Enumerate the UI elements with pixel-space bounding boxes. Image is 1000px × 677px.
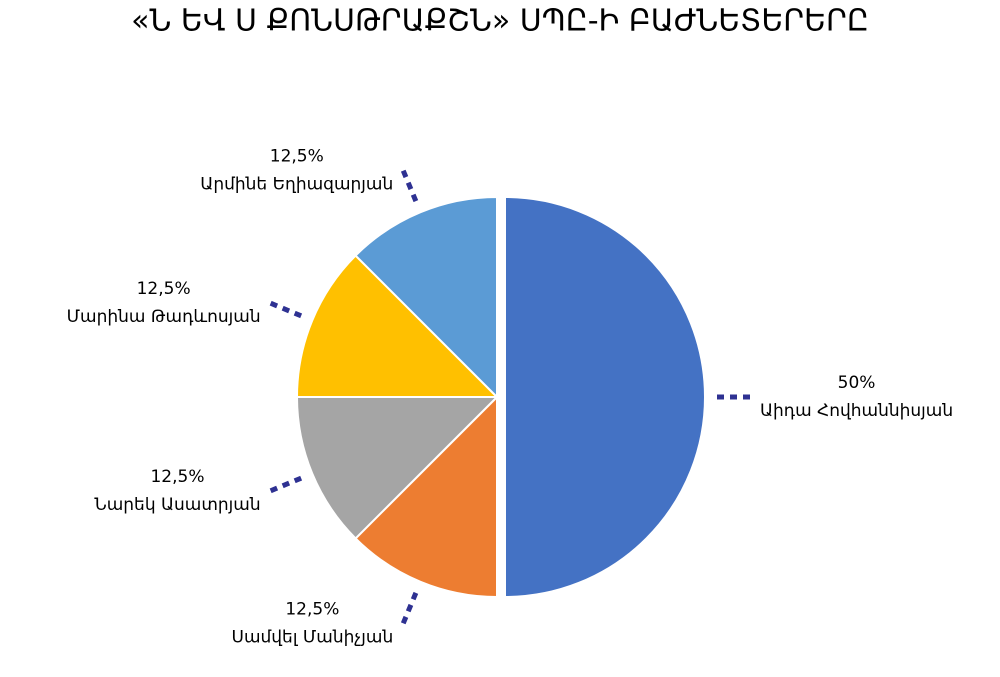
chart-title: «Ն ԵՎ Ս ՔՈՆՍԹՐԱՔՇՆ» ՍՊԸ-Ի ԲԱԺՆԵՏԵՐԵՐԸ	[131, 4, 869, 39]
data-label-name: Արմինե Եղիազարյան	[200, 175, 393, 195]
leader-line	[400, 169, 419, 203]
pie-slice	[295, 396, 500, 540]
data-label-value: 50%	[838, 373, 876, 393]
pie-slice	[354, 195, 498, 400]
data-label-name: Մարինա Թադևոսյան	[67, 307, 261, 327]
leader-line	[269, 300, 303, 319]
data-label-value: 12,5%	[270, 147, 324, 167]
leader-line	[269, 475, 303, 494]
data-label-value: 12,5%	[137, 279, 191, 299]
leader-line	[400, 591, 419, 625]
pie-slice	[295, 254, 500, 398]
pie-slice	[504, 195, 706, 599]
data-label-name: Սամվել Մանիչյան	[232, 627, 394, 647]
data-label-value: 12,5%	[285, 599, 339, 619]
data-label-value: 12,5%	[150, 467, 204, 487]
data-label-name: Նարեկ Ասատրյան	[94, 495, 260, 515]
pie-slice	[354, 394, 498, 599]
data-label-name: Աիդա Հովհաննիսյան	[760, 401, 953, 421]
